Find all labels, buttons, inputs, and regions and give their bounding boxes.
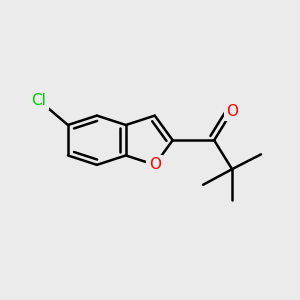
- Text: Cl: Cl: [32, 93, 46, 108]
- Text: O: O: [226, 104, 238, 119]
- Text: O: O: [149, 158, 161, 172]
